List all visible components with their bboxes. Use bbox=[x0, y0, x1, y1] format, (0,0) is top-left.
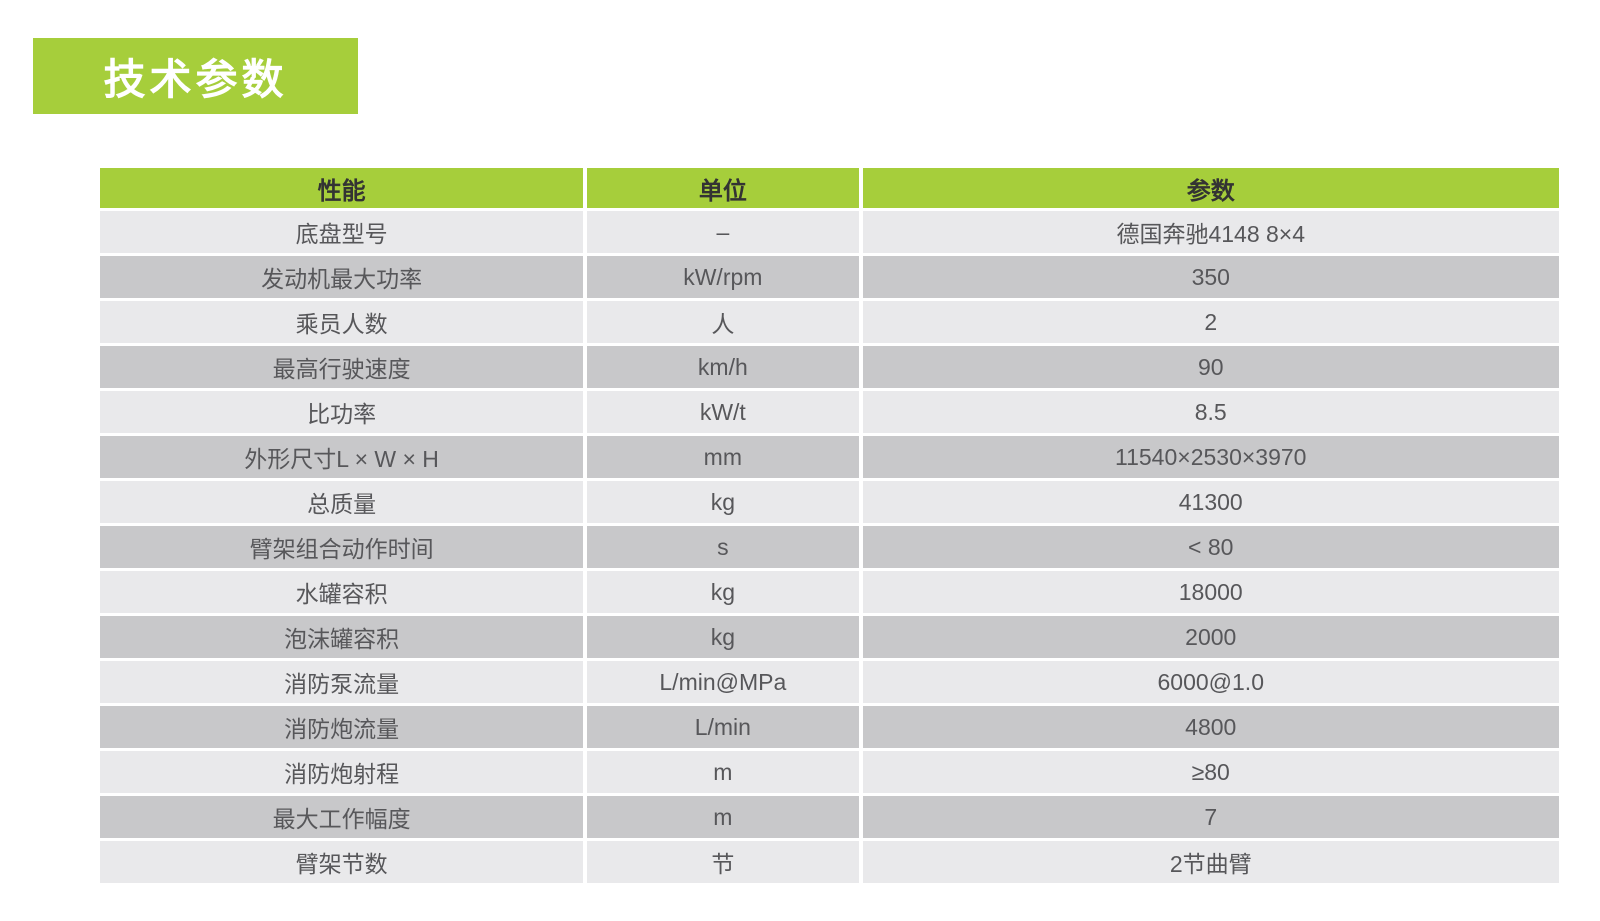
table-row: 比功率 kW/t 8.5 bbox=[100, 391, 1559, 433]
property-cell: 乘员人数 bbox=[100, 301, 584, 343]
table-row: 消防炮射程 m ≥80 bbox=[100, 751, 1559, 793]
unit-cell: L/min bbox=[587, 706, 859, 748]
value-cell: 德国奔驰4148 8×4 bbox=[862, 211, 1559, 253]
table-row: 底盘型号 – 德国奔驰4148 8×4 bbox=[100, 211, 1559, 253]
unit-cell: kg bbox=[587, 616, 859, 658]
property-cell: 消防泵流量 bbox=[100, 661, 584, 703]
property-cell: 水罐容积 bbox=[100, 571, 584, 613]
value-cell: 11540×2530×3970 bbox=[862, 436, 1559, 478]
table-row: 臂架节数节 2节曲臂 bbox=[100, 841, 1559, 883]
unit-cell: km/h bbox=[587, 346, 859, 388]
table-row: 最大工作幅度 m 7 bbox=[100, 796, 1559, 838]
unit-cell: kW/t bbox=[587, 391, 859, 433]
value-cell: 90 bbox=[862, 346, 1559, 388]
property-cell: 总质量 bbox=[100, 481, 584, 523]
value-cell: ≥80 bbox=[862, 751, 1559, 793]
property-cell: 最高行驶速度 bbox=[100, 346, 584, 388]
property-cell: 臂架节数 bbox=[100, 841, 584, 883]
unit-cell: m bbox=[587, 796, 859, 838]
table-row: 最高行驶速度 km/h 90 bbox=[100, 346, 1559, 388]
unit-cell: mm bbox=[587, 436, 859, 478]
value-cell: 6000@1.0 bbox=[862, 661, 1559, 703]
unit-cell: – bbox=[587, 211, 859, 253]
page-title: 技术参数 bbox=[103, 55, 288, 103]
property-cell: 消防炮流量 bbox=[100, 706, 584, 748]
unit-cell: 人 bbox=[587, 301, 859, 343]
table-row: 发动机最大功率 kW/rpm 350 bbox=[100, 256, 1559, 298]
value-cell: 7 bbox=[862, 796, 1559, 838]
property-cell: 发动机最大功率 bbox=[100, 256, 584, 298]
column-header-unit: 单位 bbox=[587, 168, 859, 208]
value-cell: 41300 bbox=[862, 481, 1559, 523]
property-cell: 泡沫罐容积 bbox=[100, 616, 584, 658]
value-cell: 4800 bbox=[862, 706, 1559, 748]
unit-cell: 节 bbox=[587, 841, 859, 883]
table-row: 总质量 kg 41300 bbox=[100, 481, 1559, 523]
unit-cell: kg bbox=[587, 571, 859, 613]
value-cell: 18000 bbox=[862, 571, 1559, 613]
property-cell: 底盘型号 bbox=[100, 211, 584, 253]
property-cell: 最大工作幅度 bbox=[100, 796, 584, 838]
value-cell: 2000 bbox=[862, 616, 1559, 658]
unit-cell: m bbox=[587, 751, 859, 793]
table-row: 水罐容积 kg 18000 bbox=[100, 571, 1559, 613]
section-title-band: 技术参数 bbox=[33, 38, 358, 114]
spec-table-body: 底盘型号 – 德国奔驰4148 8×4 发动机最大功率 kW/rpm 350 乘员人数人 2 最… bbox=[100, 211, 1559, 883]
table-row: 泡沫罐容积 kg 2000 bbox=[100, 616, 1559, 658]
table-row: 乘员人数人 2 bbox=[100, 301, 1559, 343]
unit-cell: s bbox=[587, 526, 859, 568]
table-row: 臂架组合动作时间 s < 80 bbox=[100, 526, 1559, 568]
value-cell: 8.5 bbox=[862, 391, 1559, 433]
table-row: 消防炮流量 L/min 4800 bbox=[100, 706, 1559, 748]
property-cell: 消防炮射程 bbox=[100, 751, 584, 793]
value-cell: < 80 bbox=[862, 526, 1559, 568]
property-cell: 比功率 bbox=[100, 391, 584, 433]
value-cell: 350 bbox=[862, 256, 1559, 298]
value-cell: 2节曲臂 bbox=[862, 841, 1559, 883]
unit-cell: L/min@MPa bbox=[587, 661, 859, 703]
unit-cell: kW/rpm bbox=[587, 256, 859, 298]
column-header-parameter: 参数 bbox=[862, 168, 1559, 208]
property-cell: 外形尺寸L × W × H bbox=[100, 436, 584, 478]
unit-cell: kg bbox=[587, 481, 859, 523]
property-cell: 臂架组合动作时间 bbox=[100, 526, 584, 568]
value-cell: 2 bbox=[862, 301, 1559, 343]
table-row: 消防泵流量 L/min@MPa 6000@1.0 bbox=[100, 661, 1559, 703]
column-header-performance: 性能 bbox=[100, 168, 584, 208]
spec-table: 性能 单位 参数 底盘型号 – 德国奔驰4148 8×4 发动机最大功率 kW/rpm 3… bbox=[96, 165, 1563, 886]
table-header-row: 性能 单位 参数 bbox=[100, 168, 1559, 208]
